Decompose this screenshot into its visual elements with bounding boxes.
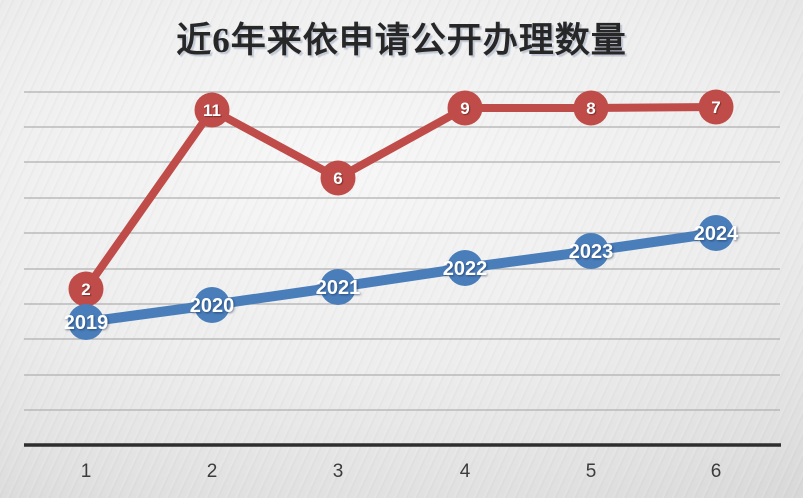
data-point-label-series-blue: 2022 (443, 258, 488, 280)
data-point-marker-series-blue (573, 233, 609, 269)
data-point-label-series-blue: 2023 (569, 241, 614, 263)
data-point-marker-series-blue (698, 215, 734, 251)
data-point-marker-series-blue (194, 287, 230, 323)
data-point-label-series-blue: 2019 (64, 312, 109, 334)
data-point-label-series-red: 6 (333, 169, 342, 188)
x-axis-label: 4 (460, 461, 471, 482)
data-point-marker-series-blue (320, 269, 356, 305)
data-point-marker-series-red (68, 271, 104, 307)
data-point-label-series-blue: 2020 (190, 295, 235, 317)
x-axis-label: 3 (333, 461, 344, 482)
chart-title: 近6年来依申请公开办理数量 (176, 21, 627, 60)
data-point-label-series-red: 8 (586, 99, 595, 118)
series-line-series-red (82, 103, 720, 293)
data-point-label-series-red: 9 (460, 99, 469, 118)
x-axis-label: 1 (81, 461, 92, 482)
data-point-label-series-red: 11 (203, 101, 221, 120)
data-point-marker-series-red (194, 92, 230, 128)
data-point-marker-series-red (447, 90, 483, 126)
series-line-series-blue (81, 228, 721, 327)
data-point-marker-series-red (573, 90, 609, 126)
x-axis-label: 5 (586, 461, 597, 482)
x-axis-label: 6 (711, 461, 722, 482)
data-point-marker-series-red (698, 89, 734, 125)
x-axis-label: 2 (207, 461, 218, 482)
data-point-label-series-blue: 2021 (316, 277, 361, 299)
data-point-label-series-red: 7 (711, 98, 720, 117)
data-point-label-series-blue: 2024 (694, 223, 739, 245)
data-point-marker-series-blue (447, 250, 483, 286)
data-point-marker-series-blue (68, 304, 104, 340)
data-point-label-series-red: 2 (81, 280, 90, 299)
data-point-marker-series-red (320, 160, 356, 196)
